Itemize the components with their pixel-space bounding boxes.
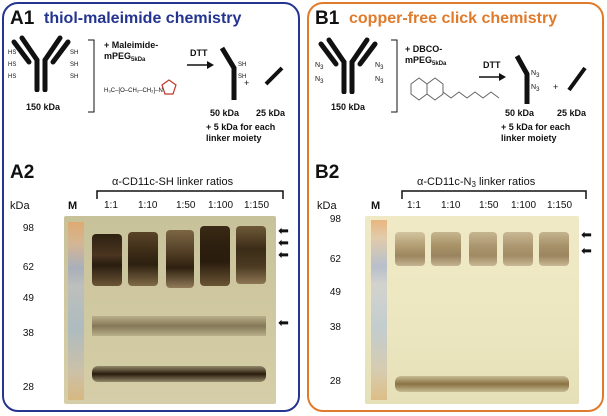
mw-a-62: 62	[22, 262, 34, 273]
band-arrow-a-4: ⬅	[278, 315, 289, 330]
plus-sign-a: +	[244, 78, 250, 88]
marker-label-a: M	[68, 200, 78, 212]
n3-label-2: N3	[315, 76, 324, 85]
dtt-label-b: DTT	[483, 60, 501, 70]
mw-a-38: 38	[22, 328, 34, 339]
maleimide-ring-icon	[161, 79, 177, 95]
reaction-arrow-icon	[187, 61, 214, 69]
panel-b: B1 copper-free click chemistry N3 N3 N3 …	[307, 2, 604, 412]
ratio-b-5: 1:150	[547, 200, 573, 211]
band-arrow-a-1: ⬅	[278, 223, 289, 238]
panel-id-a1: A1	[10, 8, 35, 29]
lane-title-b: α-CD11c-N3 linker ratios	[417, 176, 536, 189]
mw-b-49: 49	[329, 287, 341, 298]
n3-label-1: N3	[315, 62, 324, 71]
sh-label-3: SH	[70, 74, 79, 80]
band-arrow-b-2: ⬅	[581, 243, 592, 258]
ratio-a-3: 1:50	[176, 200, 196, 211]
hs-label-2: HS	[8, 62, 17, 68]
panel-id-b1: B1	[315, 8, 340, 29]
mw-b-28: 28	[329, 376, 341, 387]
heavy-chain-icon	[219, 46, 237, 100]
plus-sign-b: +	[553, 82, 559, 92]
peg-formula: H₃C–[O–CH₂–CH₂]–N	[104, 88, 163, 94]
reagent-a: + Maleimide- mPEG5kDa	[104, 40, 159, 63]
heavy-chain-icon-b	[514, 54, 530, 104]
mw-a-28: 28	[22, 382, 34, 393]
ratio-b-1: 1:1	[407, 200, 421, 211]
gel-b	[365, 216, 579, 404]
panel-b-title: copper-free click chemistry	[349, 10, 558, 27]
band-arrow-a-3: ⬅	[278, 247, 289, 262]
bracket-icon-b	[391, 39, 398, 113]
band-arrow-a-2: ⬅	[278, 235, 289, 250]
mw-a-49: 49	[22, 293, 34, 304]
antibody-icon	[11, 35, 71, 92]
lane-bracket-a	[96, 190, 284, 199]
mw-b-62: 62	[329, 254, 341, 265]
panel-id-b2: B2	[315, 162, 340, 183]
n3-label-4: N3	[375, 76, 384, 85]
antibody-kda-b: 150 kDa	[331, 102, 366, 112]
kda-label-a: kDa	[10, 200, 30, 212]
panel-a-title: thiol-maleimide chemistry	[44, 10, 242, 27]
light-chain-icon	[264, 66, 284, 86]
light-kda-a: 25 kDa	[256, 108, 286, 118]
ratio-b-3: 1:50	[479, 200, 499, 211]
reagent-b: + DBCO- mPEG5kDa	[405, 44, 447, 67]
mw-b-98: 98	[329, 214, 341, 225]
antibody-kda-a: 150 kDa	[26, 102, 61, 112]
panel-id-a2: A2	[10, 162, 35, 183]
linker-note-a: + 5 kDa for each linker moiety	[206, 122, 276, 143]
heavy-n3-1: N3	[531, 70, 540, 79]
reaction-arrow-icon-b	[479, 73, 506, 81]
hs-label-3: HS	[8, 74, 17, 80]
sh-label-1: SH	[70, 50, 79, 56]
marker-label-b: M	[371, 200, 381, 212]
antibody-icon-b	[318, 37, 378, 94]
heavy-sh-2: SH	[238, 74, 247, 80]
sh-label-2: SH	[70, 62, 79, 68]
dbco-structure-icon	[410, 77, 500, 101]
heavy-kda-a: 50 kDa	[210, 108, 240, 118]
n3-label-3: N3	[375, 62, 384, 71]
ratio-a-1: 1:1	[104, 200, 118, 211]
heavy-kda-b: 50 kDa	[505, 108, 535, 118]
light-chain-icon-b	[567, 66, 587, 92]
bracket-icon	[88, 39, 95, 113]
lane-bracket-b	[401, 190, 587, 199]
ratio-b-4: 1:100	[511, 200, 537, 211]
hs-label-1: HS	[8, 50, 17, 56]
heavy-sh-1: SH	[238, 62, 247, 68]
dtt-label-a: DTT	[190, 48, 208, 58]
linker-note-b: + 5 kDa for each linker moiety	[501, 122, 571, 143]
mw-b-38: 38	[329, 322, 341, 333]
ratio-a-5: 1:150	[244, 200, 270, 211]
light-kda-b: 25 kDa	[557, 108, 587, 118]
band-arrow-b-1: ⬅	[581, 227, 592, 242]
ratio-a-2: 1:10	[138, 200, 158, 211]
panel-a: A1 thiol-maleimide chemistry HS HS HS SH…	[2, 2, 300, 412]
mw-a-98: 98	[22, 223, 34, 234]
ratio-a-4: 1:100	[208, 200, 234, 211]
ratio-b-2: 1:10	[441, 200, 461, 211]
heavy-n3-2: N3	[531, 84, 540, 93]
kda-label-b: kDa	[317, 200, 337, 212]
gel-a	[64, 216, 276, 404]
lane-title-a: α-CD11c-SH linker ratios	[112, 176, 234, 188]
